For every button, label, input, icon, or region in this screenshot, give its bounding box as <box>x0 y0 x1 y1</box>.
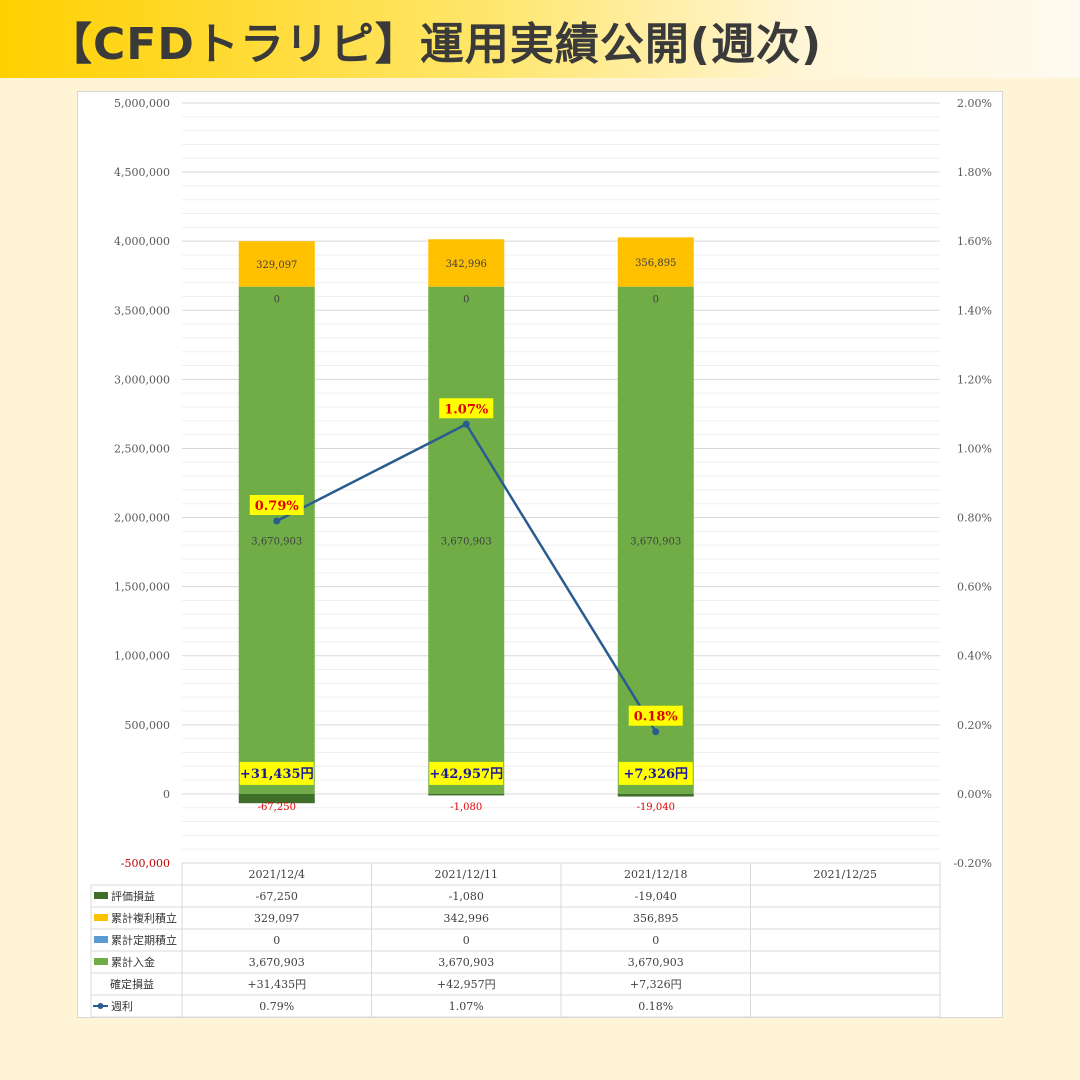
y-tick-label: -500,000 <box>121 857 170 870</box>
profit-label-highlight <box>429 761 504 785</box>
table-cell: 0 <box>273 934 280 947</box>
y-tick-label: 5,000,000 <box>114 97 170 110</box>
table-row-label: 累計入金 <box>111 955 155 969</box>
bar-label-deposit: 3,670,903 <box>630 536 681 547</box>
bar-label-periodic: 0 <box>653 295 659 306</box>
legend-swatch-reinvest <box>94 914 108 921</box>
legend-line-marker-dot <box>97 1003 104 1009</box>
table-row-label: 週利 <box>111 1000 133 1013</box>
header-banner: 【CFDトラリピ】運用実績公開(週次) <box>0 0 1080 78</box>
pct-label: 1.07% <box>444 402 489 417</box>
table-row-label: 累計複利積立 <box>111 911 177 925</box>
y-tick-label: 2,000,000 <box>114 512 170 525</box>
y2-tick-label: -0.20% <box>953 857 992 870</box>
profit-label-highlight <box>239 761 314 785</box>
table-cell: -1,080 <box>449 890 484 903</box>
bar-label-reinvest: 356,895 <box>635 258 676 269</box>
y2-tick-label: 1.00% <box>957 442 992 455</box>
bar-label-periodic: 0 <box>463 295 469 306</box>
y2-tick-label: 0.20% <box>957 719 992 732</box>
table-cell: 0.79% <box>259 1000 294 1013</box>
pct-label-highlight <box>249 495 304 515</box>
table-cell: 0.18% <box>638 1000 673 1013</box>
bar-label-deposit: 3,670,903 <box>251 536 302 547</box>
y2-tick-label: 1.40% <box>957 304 992 317</box>
y-tick-label: 2,500,000 <box>114 442 170 455</box>
bar-label-reinvest: 342,996 <box>446 259 487 270</box>
y2-tick-label: 0.60% <box>957 581 992 594</box>
table-row-label: 評価損益 <box>111 889 155 903</box>
y-tick-label: 1,000,000 <box>114 650 170 663</box>
legend-swatch-deposit <box>94 958 108 965</box>
weekly-rate-point <box>462 420 470 428</box>
y-tick-label: 3,500,000 <box>114 304 170 317</box>
y-tick-label: 3,000,000 <box>114 373 170 386</box>
y2-tick-label: 2.00% <box>957 97 992 110</box>
bar-eval <box>428 793 505 796</box>
table-cell: 3,670,903 <box>249 956 305 969</box>
y-tick-label: 1,500,000 <box>114 581 170 594</box>
table-row-label: 確定損益 <box>110 977 154 991</box>
legend-swatch-eval <box>94 892 108 899</box>
y-tick-label: 4,500,000 <box>114 166 170 179</box>
bar-label-deposit: 3,670,903 <box>441 536 492 547</box>
table-cell: 1.07% <box>449 1000 484 1013</box>
page-title: 【CFDトラリピ】運用実績公開(週次) <box>48 19 823 70</box>
bar-reinvest <box>617 237 694 287</box>
table-cell: +42,957円 <box>437 978 496 991</box>
bar-label-periodic: 0 <box>274 295 280 306</box>
bar-deposit <box>238 286 315 794</box>
table-cell: 3,670,903 <box>438 956 494 969</box>
bar-reinvest <box>238 241 315 287</box>
table-cell: -67,250 <box>256 890 298 903</box>
pct-label: 0.79% <box>255 499 300 514</box>
weekly-rate-point <box>652 728 660 736</box>
table-cell: +7,326円 <box>630 978 682 991</box>
y2-tick-label: 0.00% <box>957 788 992 801</box>
profit-label: +31,435円 <box>240 767 314 782</box>
pct-label-highlight <box>628 705 683 726</box>
y2-tick-label: 1.20% <box>957 373 992 386</box>
table-cell: 0 <box>652 934 659 947</box>
table-header-date: 2021/12/18 <box>624 868 687 881</box>
bar-reinvest <box>428 239 505 287</box>
y2-tick-label: 1.80% <box>957 166 992 179</box>
table-cell: -19,040 <box>635 890 677 903</box>
table-cell: 3,670,903 <box>628 956 684 969</box>
bar-label-eval: -67,250 <box>258 802 296 813</box>
y-tick-label: 500,000 <box>125 719 171 732</box>
table-cell: 356,895 <box>633 912 679 925</box>
table-cell: 329,097 <box>254 912 300 925</box>
pct-label: 0.18% <box>634 710 679 725</box>
table-cell: 342,996 <box>444 912 490 925</box>
table-header-date: 2021/12/4 <box>249 868 305 881</box>
y2-tick-label: 1.60% <box>957 235 992 248</box>
table-cell: 0 <box>463 934 470 947</box>
y2-tick-label: 0.40% <box>957 650 992 663</box>
table-row-label: 累計定期積立 <box>111 933 177 947</box>
profit-label: +42,957円 <box>429 767 503 782</box>
y-tick-label: 4,000,000 <box>114 235 170 248</box>
y-tick-label: 0 <box>163 788 170 801</box>
table-cell: +31,435円 <box>247 978 306 991</box>
weekly-rate-point <box>273 517 281 525</box>
y2-tick-label: 0.80% <box>957 512 992 525</box>
legend-swatch-periodic <box>94 936 108 943</box>
bar-eval <box>617 793 694 797</box>
bar-deposit <box>428 286 505 794</box>
profit-label-highlight <box>618 761 693 785</box>
table-header-date: 2021/12/11 <box>435 868 498 881</box>
bar-label-eval: -19,040 <box>637 802 675 813</box>
bar-eval <box>238 793 315 804</box>
profit-label: +7,326円 <box>623 767 688 782</box>
bar-label-eval: -1,080 <box>450 802 482 813</box>
bar-label-reinvest: 329,097 <box>256 260 297 271</box>
table-header-date: 2021/12/25 <box>814 868 877 881</box>
pct-label-highlight <box>439 398 494 419</box>
